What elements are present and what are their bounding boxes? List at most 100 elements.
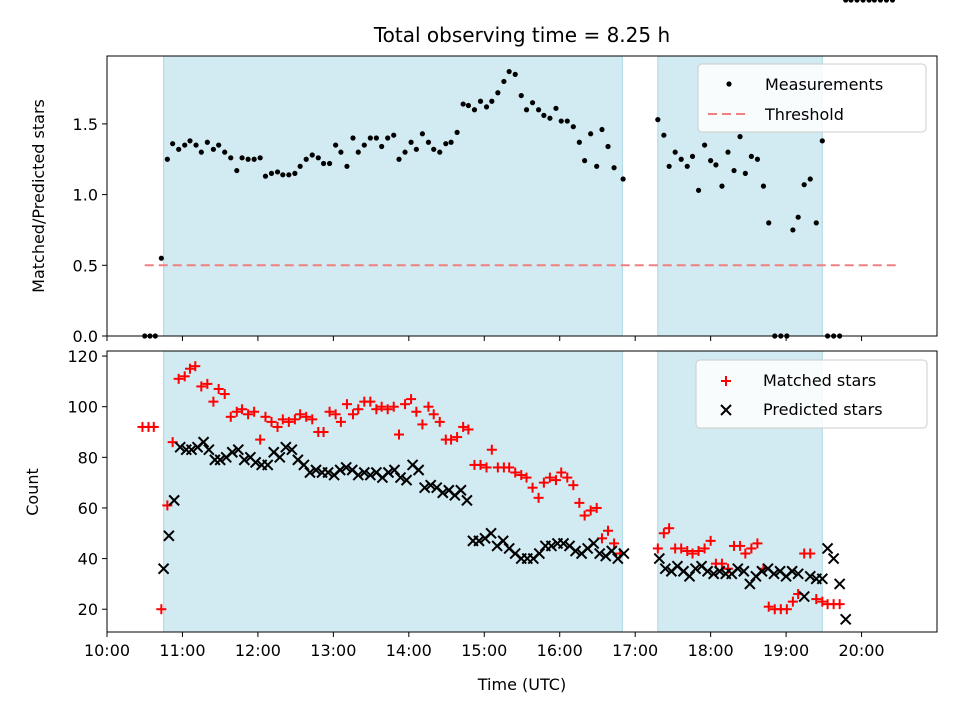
bottom-y-tick-label: 40 [78,550,98,569]
measurement-point [367,135,373,141]
measurement-point [576,139,582,145]
measurement-point [465,102,472,109]
predicted-star-point [424,479,437,491]
predicted-star-point [701,565,714,577]
measurement-point [193,142,199,148]
top-y-tick-label: 0.0 [73,327,98,346]
measurement-point [854,0,860,3]
predicted-star-point [268,446,280,458]
predicted-star-point [671,560,684,572]
predicted-star-point [798,590,810,603]
predicted-star-point [786,565,798,577]
measurement-point [477,98,484,104]
measurement-point [495,90,501,96]
measurement-point [320,160,327,167]
predicted-star-point [821,542,834,555]
measurement-point [158,255,164,261]
bottom-legend: Matched stars Predicted stars [695,359,928,429]
measurement-point [210,146,216,152]
predicted-star-point [292,454,304,466]
predicted-star-point [545,540,558,552]
measurement-point [713,162,719,168]
measurement-point [529,100,536,106]
predicted-star-point [497,535,509,547]
top-shaded-region [163,55,623,337]
measurement-point [523,107,530,113]
measurement-point [437,149,443,155]
measurement-point [419,131,425,137]
predicted-star-point [157,563,170,575]
measurement-point [748,153,754,160]
measurement-point [286,172,292,178]
predicted-star-point [713,565,726,577]
predicted-star-point [744,578,756,590]
predicted-star-point [509,547,521,560]
predicted-star-point [406,459,419,471]
measurement-point [222,149,228,155]
measurement-point [512,71,518,77]
predicted-star-point [653,552,666,565]
predicted-star-point [197,436,210,448]
bottom-shaded-region [163,350,623,633]
predicted-star-point [792,568,804,580]
measurement-point [344,163,350,169]
measurement-point [695,187,702,193]
top-y-tick-label: 1.0 [73,186,98,205]
measurement-point [443,141,449,147]
predicted-star-point [174,441,186,453]
measurement-point [860,0,866,3]
predicted-star-point [304,466,316,479]
predicted-star-point [563,540,576,552]
measurement-point [460,101,466,107]
measurement-point [379,143,385,150]
measurement-point [216,142,222,148]
predicted-star-point [274,451,286,464]
measurement-point [588,131,594,137]
predicted-star-point [533,547,546,560]
predicted-star-point [203,444,215,456]
measurement-point [754,156,761,162]
predicted-star-point [298,459,310,471]
measurement-point [483,104,490,110]
x-axis-label: Time (UTC) [477,675,566,694]
measurement-point [239,155,245,161]
measurement-point [620,176,626,182]
measurement-point [570,124,576,130]
predicted-star-point [455,484,467,496]
predicted-star-point [485,527,497,539]
predicted-star-point [232,444,244,456]
predicted-star-point [280,441,292,453]
predicted-star-point [388,464,401,476]
x-tick-label: 20:00 [838,641,884,660]
measurement-point [702,142,708,148]
top-y-tick-label: 1.5 [73,115,98,134]
measurement-point [297,163,303,169]
legend-marker-measurements [726,81,732,87]
measurement-point [309,152,315,158]
measurement-point [471,107,478,113]
measurement-point [292,170,298,176]
chart-title: Total observing time = 8.25 h [373,23,670,47]
predicted-star-point [762,563,774,575]
legend-label-measurements: Measurements [765,75,883,94]
predicted-star-point [833,578,846,590]
measurement-point [655,117,661,123]
measurement-point [198,149,204,155]
x-tick-label: 17:00 [612,641,658,660]
measurement-point [350,135,356,141]
measurement-point [807,176,813,182]
measurement-point [719,183,725,189]
measurement-point [536,107,542,113]
measurement-point [813,220,819,226]
x-tick-label: 14:00 [386,641,432,660]
measurement-point [564,118,570,124]
predicted-star-point [689,563,702,575]
bottom-axes-frame [106,350,938,633]
measurement-point [303,156,309,162]
predicted-star-point [382,466,395,479]
predicted-star-point [262,459,274,471]
bottom-y-tick-label: 120 [67,347,98,366]
predicted-star-point [707,568,720,580]
measurement-point [280,172,286,178]
